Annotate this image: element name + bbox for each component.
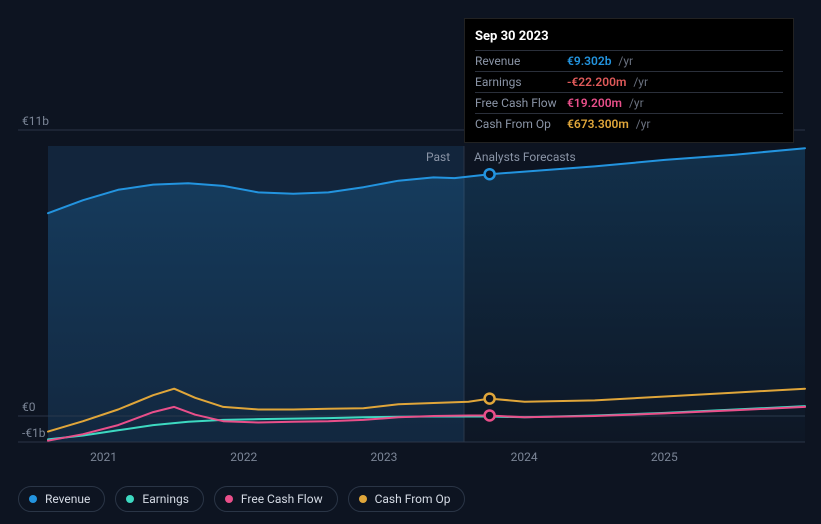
- tooltip-row: Revenue€9.302b /yr: [475, 50, 783, 71]
- tooltip-row-value: €673.300m /yr: [567, 117, 783, 131]
- legend-label: Earnings: [142, 492, 189, 506]
- tooltip-row-label: Revenue: [475, 54, 567, 68]
- chart-legend: Revenue Earnings Free Cash Flow Cash From O…: [18, 486, 465, 512]
- y-axis-label: -€1b: [22, 426, 46, 440]
- legend-label: Cash From Op: [375, 492, 451, 506]
- chart-tooltip: Sep 30 2023 Revenue€9.302b /yrEarnings-€…: [464, 18, 794, 143]
- x-axis-label: 2025: [651, 450, 678, 464]
- y-axis-label: €11b: [22, 114, 49, 128]
- tooltip-row-unit: /yr: [626, 96, 644, 110]
- tooltip-row-value: -€22.200m /yr: [567, 75, 783, 89]
- tooltip-row-value: €9.302b /yr: [567, 54, 783, 68]
- x-axis-label: 2021: [90, 450, 117, 464]
- y-axis-label: €0: [22, 400, 36, 414]
- tooltip-row: Cash From Op€673.300m /yr: [475, 113, 783, 134]
- past-section-label: Past: [426, 150, 450, 164]
- tooltip-row: Earnings-€22.200m /yr: [475, 71, 783, 92]
- legend-dot-icon: [29, 495, 37, 503]
- legend-dot-icon: [126, 495, 134, 503]
- legend-label: Free Cash Flow: [241, 492, 323, 506]
- tooltip-row-label: Cash From Op: [475, 117, 567, 131]
- legend-item-freeCashFlow[interactable]: Free Cash Flow: [214, 486, 338, 512]
- legend-item-revenue[interactable]: Revenue: [18, 486, 105, 512]
- tooltip-row-label: Earnings: [475, 75, 567, 89]
- legend-dot-icon: [225, 495, 233, 503]
- legend-dot-icon: [359, 495, 367, 503]
- x-axis-label: 2023: [370, 450, 397, 464]
- tooltip-row-unit: /yr: [633, 117, 651, 131]
- forecast-section-label: Analysts Forecasts: [474, 150, 576, 164]
- tooltip-row-label: Free Cash Flow: [475, 96, 567, 110]
- x-axis-label: 2024: [511, 450, 538, 464]
- legend-item-cashFromOp[interactable]: Cash From Op: [348, 486, 466, 512]
- legend-item-earnings[interactable]: Earnings: [115, 486, 204, 512]
- x-axis-label: 2022: [230, 450, 257, 464]
- tooltip-row-value: €19.200m /yr: [567, 96, 783, 110]
- tooltip-row-unit: /yr: [615, 54, 633, 68]
- tooltip-date: Sep 30 2023: [475, 25, 783, 50]
- tooltip-row-unit: /yr: [630, 75, 648, 89]
- tooltip-row: Free Cash Flow€19.200m /yr: [475, 92, 783, 113]
- legend-label: Revenue: [45, 492, 90, 506]
